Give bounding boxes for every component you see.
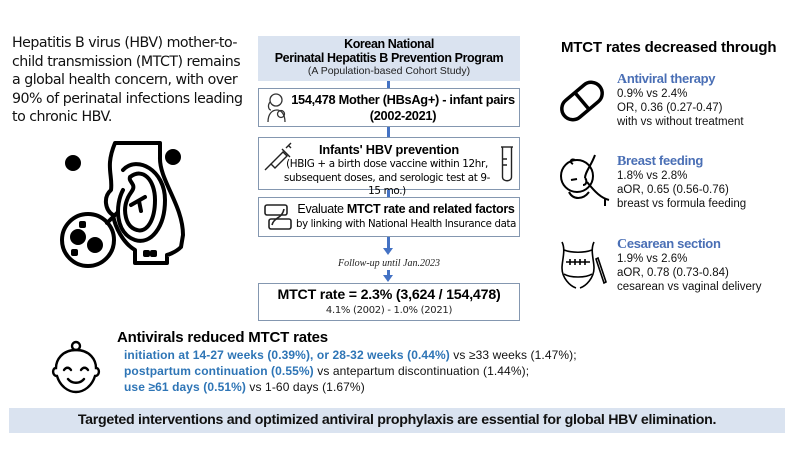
factor-or: aOR, 0.78 (0.73-0.84) bbox=[617, 267, 729, 279]
factor-rates: 0.9% vs 2.4% bbox=[617, 88, 688, 100]
factor-or: aOR, 0.65 (0.56-0.76) bbox=[617, 184, 729, 196]
syringe-icon bbox=[264, 142, 292, 171]
test-tube-icon bbox=[501, 146, 513, 182]
factor-antiviral: Antiviral therapy 0.9% vs 2.4% OR, 0.36 … bbox=[617, 71, 800, 129]
connector bbox=[387, 81, 390, 89]
prevention-title: Infants' HBV prevention bbox=[319, 142, 459, 157]
antivirals-line: initiation at 14-27 weeks (0.39%), or 28… bbox=[124, 347, 577, 363]
baby-face-icon bbox=[51, 340, 101, 394]
factor-initial: C bbox=[617, 237, 627, 252]
factor-cesarean: Cesarean section 1.9% vs 2.6% aOR, 0.78 … bbox=[617, 236, 800, 294]
factor-rates: 1.8% vs 2.8% bbox=[617, 170, 688, 182]
program-title-line1: Korean National bbox=[344, 37, 434, 51]
factor-or: OR, 0.36 (0.27-0.47) bbox=[617, 102, 723, 114]
intro-text: Hepatitis B virus (HBV) mother-to-child … bbox=[12, 35, 243, 125]
factor-initial: A bbox=[617, 72, 627, 87]
factor-heading: Cesarean section bbox=[617, 236, 800, 252]
connector bbox=[387, 270, 390, 276]
mother-infant-icon bbox=[267, 93, 286, 123]
evaluate-bold: MTCT rate and related factors bbox=[346, 202, 515, 216]
factor-comparison: with vs without treatment bbox=[617, 116, 744, 128]
factor-heading: Breast feeding bbox=[617, 153, 800, 169]
factor-comparison: breast vs formula feeding bbox=[617, 198, 747, 210]
pregnancy-virus-icon bbox=[60, 141, 185, 268]
antivirals-line: postpartum continuation (0.55%) vs antep… bbox=[124, 363, 577, 379]
factor-title: reast feeding bbox=[626, 153, 704, 168]
factor-heading: Antiviral therapy bbox=[617, 71, 800, 87]
program-header: Korean National Perinatal Hepatitis B Pr… bbox=[258, 36, 520, 81]
factor-initial: B bbox=[617, 154, 627, 169]
conclusion-banner: Targeted interventions and optimized ant… bbox=[9, 408, 785, 433]
antivirals-comparison: vs antepartum discontinuation (1.44%); bbox=[313, 364, 530, 378]
arrow-down-icon bbox=[383, 248, 393, 255]
factor-title: ntiviral therapy bbox=[626, 71, 716, 86]
program-title-line2: Perinatal Hepatitis B Prevention Program bbox=[274, 51, 504, 65]
evaluate-prefix: Evaluate bbox=[297, 202, 347, 216]
prevention-box: Infants' HBV prevention (HBIG + a birth … bbox=[258, 137, 520, 197]
antivirals-comparison: vs ≥33 weeks (1.47%); bbox=[449, 348, 577, 362]
followup-note: Follow-up until Jan.2023 bbox=[338, 258, 440, 269]
antivirals-comparison: vs 1-60 days (1.67%) bbox=[245, 380, 365, 394]
mtct-rate-box: MTCT rate = 2.3% (3,624 / 154,478) 4.1% … bbox=[258, 283, 520, 321]
prevention-detail: (HBIG + a birth dose vaccine within 12hr… bbox=[283, 158, 491, 197]
mtct-rate-trend: 4.1% (2002) - 1.0% (2021) bbox=[325, 305, 453, 316]
pill-icon bbox=[560, 80, 604, 122]
connector bbox=[387, 190, 390, 198]
right-title: MTCT rates decreased through bbox=[561, 39, 777, 56]
link-icon bbox=[264, 204, 292, 230]
antivirals-highlight: use ≥61 days (0.51%) bbox=[124, 380, 246, 394]
antivirals-line: use ≥61 days (0.51%) vs 1-60 days (1.67%… bbox=[124, 379, 577, 395]
factor-title: esarean section bbox=[626, 236, 721, 251]
pairs-box: 154,478 Mother (HBsAg+) - infant pairs (… bbox=[258, 88, 520, 127]
evaluate-box: Evaluate MTCT rate and related factors b… bbox=[258, 197, 520, 237]
evaluate-detail: by linking with National Health Insuranc… bbox=[295, 219, 517, 230]
factor-comparison: cesarean vs vaginal delivery bbox=[617, 281, 762, 293]
baby-feeding-icon bbox=[560, 154, 610, 206]
antivirals-highlight: postpartum continuation (0.55%) bbox=[124, 364, 314, 378]
cesarean-belly-icon bbox=[561, 241, 607, 289]
connector bbox=[387, 237, 390, 249]
connector bbox=[387, 127, 390, 138]
mtct-rate-main: MTCT rate = 2.3% (3,624 / 154,478) bbox=[277, 287, 501, 303]
evaluate-title: Evaluate MTCT rate and related factors bbox=[295, 202, 517, 216]
pairs-text: 154,478 Mother (HBsAg+) - infant pairs (… bbox=[291, 92, 515, 123]
factor-rates: 1.9% vs 2.6% bbox=[617, 253, 688, 265]
arrow-down-icon bbox=[383, 275, 393, 282]
program-subtitle: (A Population-based Cohort Study) bbox=[307, 65, 471, 77]
antivirals-highlight: initiation at 14-27 weeks (0.39%), or 28… bbox=[124, 348, 450, 362]
factor-breastfeeding: Breast feeding 1.8% vs 2.8% aOR, 0.65 (0… bbox=[617, 153, 800, 211]
antivirals-findings: initiation at 14-27 weeks (0.39%), or 28… bbox=[124, 347, 577, 395]
antivirals-title: Antivirals reduced MTCT rates bbox=[117, 329, 328, 346]
